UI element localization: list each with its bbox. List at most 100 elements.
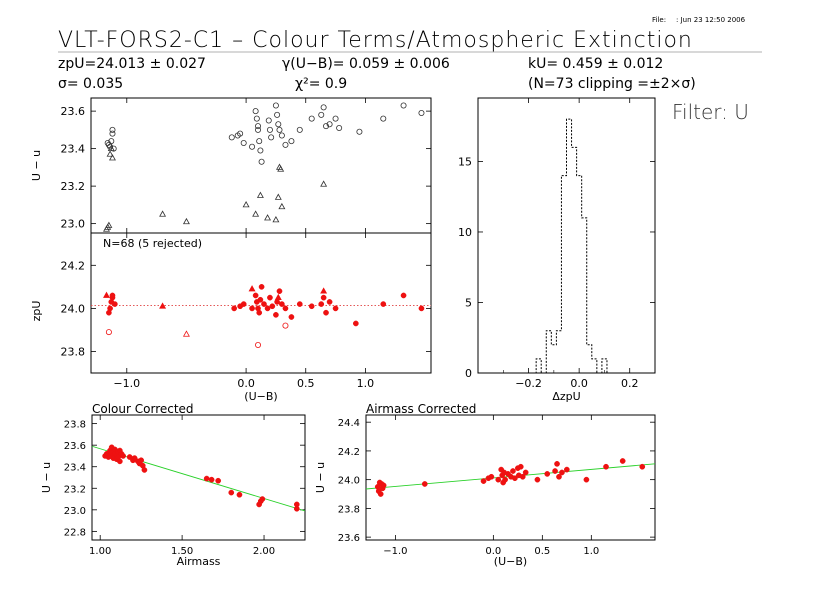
data-point (278, 202, 286, 210)
y-tick-label: 23.0 (61, 218, 86, 231)
x-axis-label: Airmass (177, 555, 221, 568)
data-point (120, 453, 126, 459)
data-point (534, 476, 541, 483)
data-point (257, 296, 264, 303)
data-point (318, 111, 325, 118)
data-point (282, 322, 289, 329)
x-tick-label: 1.0 (357, 377, 375, 390)
data-point (377, 491, 384, 497)
zp-value: zpU=24.013 ± 0.027 (58, 56, 206, 72)
data-point (108, 138, 115, 145)
data-point (182, 330, 190, 337)
data-point (512, 475, 518, 482)
data-point (320, 287, 328, 294)
x-tick-label: −1.0 (383, 546, 407, 557)
data-point (240, 301, 247, 307)
gamma-value: γ(U−B)= 0.059 ± 0.006 (282, 56, 450, 72)
histogram-bin (572, 147, 577, 373)
data-point (249, 143, 256, 150)
data-point (320, 180, 328, 187)
data-point (282, 141, 289, 148)
data-point (138, 457, 145, 464)
data-point (519, 473, 526, 480)
data-point (109, 126, 116, 133)
data-point (237, 130, 244, 137)
histogram-bin (582, 218, 587, 373)
top-left-frame (90, 97, 432, 234)
data-point (275, 121, 282, 128)
x-tick-label: 0.5 (534, 546, 550, 557)
data-point (380, 301, 387, 307)
data-point (252, 108, 259, 115)
data-point (320, 104, 327, 111)
x-tick-label: 0.0 (570, 377, 588, 390)
data-point (208, 476, 215, 483)
sigma-value: σ= 0.035 (58, 76, 124, 92)
data-point (108, 154, 116, 161)
y-tick-label: 15 (458, 155, 472, 168)
x-axis-label: ΔzpU (552, 390, 580, 403)
y-tick-label: 22.8 (64, 527, 86, 538)
y-axis-label: U − u (314, 462, 327, 493)
y-tick-label: 0 (465, 367, 472, 380)
data-point (109, 292, 116, 299)
data-point (400, 102, 407, 109)
x-tick-label: 0.5 (297, 377, 315, 390)
data-point (323, 309, 329, 316)
data-point (228, 489, 235, 496)
y-tick-label: 10 (458, 226, 472, 239)
data-point (109, 130, 116, 137)
data-point (293, 501, 300, 508)
colour-corrected-title: Colour Corrected (92, 402, 194, 416)
data-point (261, 301, 267, 307)
middle-left-frame (90, 232, 432, 374)
data-point (107, 144, 115, 152)
data-point (502, 476, 508, 483)
data-point (332, 115, 339, 122)
x-tick-label: 1.00 (89, 546, 111, 557)
data-point (277, 165, 285, 172)
data-point (231, 305, 238, 312)
k-value: kU= 0.459 ± 0.012 (528, 56, 664, 72)
y-tick-label: 24.0 (61, 302, 86, 315)
x-tick-label: 2.00 (253, 546, 275, 557)
data-point (559, 469, 565, 476)
data-point (236, 491, 243, 498)
data-point (480, 478, 487, 484)
data-point (326, 299, 333, 305)
data-point (639, 463, 646, 470)
colour-corrected-frame (91, 414, 306, 541)
data-point (522, 469, 529, 476)
histogram-bin (592, 359, 597, 373)
data-point (266, 126, 273, 133)
data-point (563, 466, 570, 473)
filter-label: Filter: U (672, 100, 749, 124)
data-point (332, 305, 339, 312)
x-tick-label: −0.2 (515, 377, 542, 390)
rejection-label: N=68 (5 rejected) (103, 237, 202, 250)
data-point (269, 303, 276, 310)
data-point (552, 468, 558, 474)
histogram-bin (577, 176, 582, 373)
data-point (265, 117, 272, 124)
data-point (248, 285, 256, 292)
x-tick-label: 1.50 (171, 546, 193, 557)
data-point (554, 461, 560, 467)
data-point (228, 134, 235, 141)
histogram-bin (556, 331, 561, 373)
data-point (400, 292, 407, 299)
data-point (255, 123, 262, 130)
data-point (336, 125, 343, 132)
data-point (356, 128, 363, 135)
y-axis-label: U − u (30, 150, 43, 181)
y-tick-label: 23.6 (61, 105, 86, 118)
data-point (112, 301, 118, 307)
data-point (352, 320, 359, 327)
data-point (276, 288, 283, 295)
data-point (105, 221, 113, 228)
y-tick-label: 5 (465, 296, 472, 309)
y-tick-label: 23.0 (64, 506, 86, 517)
file-label: File: (652, 16, 667, 24)
y-tick-label: 23.8 (61, 345, 86, 358)
x-tick-label: 0.0 (237, 377, 255, 390)
